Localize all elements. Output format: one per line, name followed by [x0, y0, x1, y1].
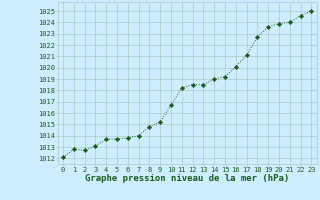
X-axis label: Graphe pression niveau de la mer (hPa): Graphe pression niveau de la mer (hPa): [85, 174, 289, 183]
